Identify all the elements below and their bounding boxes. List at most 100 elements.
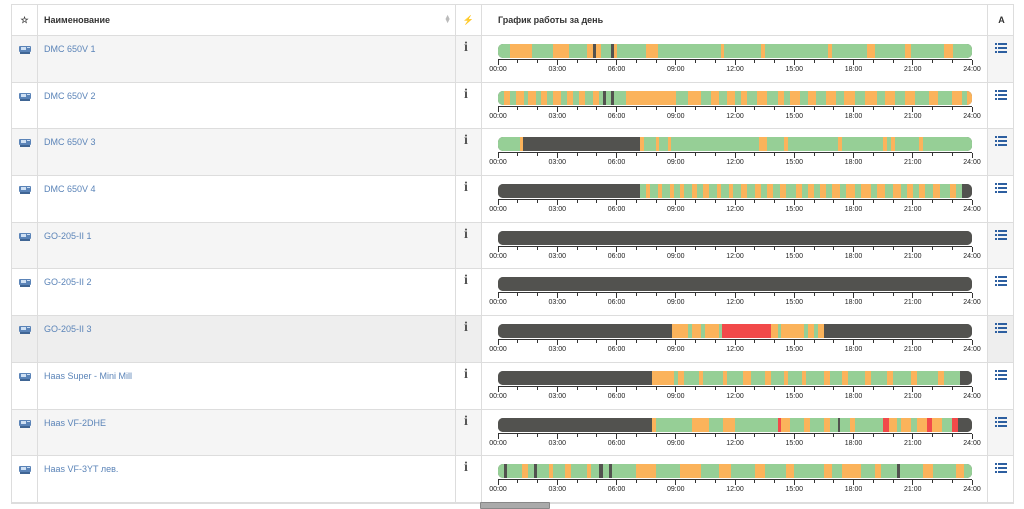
schedule-segment xyxy=(837,417,840,432)
schedule-segment xyxy=(772,184,781,199)
machine-name-link[interactable]: DMC 650V 1 xyxy=(44,44,96,54)
axis-tick xyxy=(695,386,696,390)
schedule-segment xyxy=(598,90,603,105)
axis-tick xyxy=(951,293,953,297)
work-schedule-bar[interactable] xyxy=(498,417,972,432)
machine-name-link[interactable]: Haas VF-2DHE xyxy=(44,417,107,428)
machine-name-link[interactable]: GO-205-II 2 xyxy=(44,277,92,288)
axis-tick xyxy=(596,246,598,250)
work-schedule-bar[interactable] xyxy=(498,184,972,199)
machine-name-link[interactable]: DMC 650V 2 xyxy=(44,90,96,101)
axis-tick xyxy=(853,433,854,439)
work-schedule-bar[interactable] xyxy=(498,230,972,245)
schedule-segment xyxy=(719,464,732,479)
favorite-header-star-icon[interactable]: ☆ xyxy=(12,5,38,35)
name-cell: DMC 650V 3 xyxy=(38,129,456,176)
info-icon[interactable]: i xyxy=(464,460,468,476)
schedule-segment xyxy=(885,184,894,199)
list-icon[interactable] xyxy=(995,323,1007,334)
list-icon[interactable] xyxy=(995,416,1007,427)
axis-tick xyxy=(774,200,775,204)
time-label: 12:00 xyxy=(726,206,744,214)
axis-tick xyxy=(635,200,637,204)
list-icon[interactable] xyxy=(995,463,1007,474)
schedule-segment xyxy=(770,324,779,339)
axis-tick xyxy=(556,60,558,65)
machine-icon xyxy=(19,46,31,54)
schedule-segment xyxy=(912,184,919,199)
time-label: 24:00 xyxy=(963,299,981,307)
name-column-header[interactable]: Наименование ▲ ▼ xyxy=(38,5,456,35)
schedule-segment xyxy=(498,370,653,385)
schedule-segment xyxy=(931,417,943,432)
list-icon[interactable] xyxy=(995,276,1007,287)
axis-tick xyxy=(635,480,637,484)
info-icon[interactable]: i xyxy=(464,366,468,382)
list-icon[interactable] xyxy=(995,229,1007,240)
axis-tick xyxy=(616,153,617,159)
list-icon[interactable] xyxy=(995,89,1007,100)
schedule-segment xyxy=(849,417,856,432)
schedule-segment xyxy=(652,417,657,432)
schedule-segment xyxy=(967,90,972,105)
machine-name-link[interactable]: DMC 650V 4 xyxy=(44,184,96,195)
machine-name-link[interactable]: GO-205-II 1 xyxy=(44,230,92,241)
schedule-segment xyxy=(804,324,809,339)
work-schedule-bar[interactable] xyxy=(498,44,972,58)
schedule-segment xyxy=(691,184,698,199)
info-icon[interactable]: i xyxy=(464,40,468,55)
axis-tick xyxy=(596,293,598,297)
axis-tick xyxy=(813,60,815,63)
axis-tick xyxy=(497,153,499,159)
work-schedule-bar[interactable] xyxy=(498,277,972,292)
machine-icon xyxy=(19,419,31,428)
info-icon[interactable]: i xyxy=(464,273,468,289)
machine-cell xyxy=(12,176,38,222)
info-icon[interactable]: i xyxy=(464,320,468,336)
schedule-segment xyxy=(952,90,963,105)
machine-name-link[interactable]: DMC 650V 3 xyxy=(44,137,96,148)
schedule-segment xyxy=(701,90,712,105)
machine-name-link[interactable]: Haas Super - Mini Mill xyxy=(44,370,133,381)
schedule-segment xyxy=(719,90,728,105)
work-schedule-bar[interactable] xyxy=(498,137,972,152)
schedule-segment xyxy=(958,417,972,432)
work-schedule-bar[interactable] xyxy=(498,324,972,339)
schedule-segment xyxy=(592,90,600,105)
time-label: 21:00 xyxy=(903,299,922,307)
time-label: 15:00 xyxy=(785,112,804,120)
info-icon[interactable]: i xyxy=(464,413,468,429)
machine-name-link[interactable]: GO-205-II 3 xyxy=(44,324,92,335)
time-label: 18:00 xyxy=(844,112,863,120)
time-label: 06:00 xyxy=(607,392,626,400)
info-icon[interactable]: i xyxy=(464,180,468,196)
list-icon[interactable] xyxy=(995,136,1007,147)
axis-tick xyxy=(556,200,558,206)
lightning-icon[interactable]: ⚡ xyxy=(456,5,482,35)
name-cell: DMC 650V 4 xyxy=(38,176,456,222)
list-icon[interactable] xyxy=(995,369,1007,380)
axis-tick xyxy=(576,60,578,63)
work-schedule-bar[interactable] xyxy=(498,370,972,385)
time-label: 09:00 xyxy=(666,159,685,167)
time-label: 03:00 xyxy=(548,346,567,354)
axis-tick xyxy=(497,106,499,112)
schedule-segment xyxy=(669,184,675,199)
machine-cell xyxy=(12,129,38,176)
info-icon[interactable]: i xyxy=(464,86,468,102)
machine-name-link[interactable]: Haas VF-3YT лев. xyxy=(44,464,119,475)
list-icon[interactable] xyxy=(995,183,1007,194)
schedule-cell: 00:00 03:00 06:00 09:00 12:00 15:00 18:00 21:00… xyxy=(482,222,988,269)
work-schedule-bar[interactable] xyxy=(498,90,972,105)
road-icon[interactable]: A xyxy=(998,15,1005,25)
info-icon[interactable]: i xyxy=(464,133,468,149)
list-icon[interactable] xyxy=(995,43,1007,53)
schedule-segment xyxy=(656,464,680,479)
axis-tick xyxy=(517,293,519,297)
schedule-segment xyxy=(843,90,856,105)
schedule-segment xyxy=(605,90,611,105)
axis-tick xyxy=(675,293,677,299)
work-schedule-bar[interactable] xyxy=(498,464,972,479)
info-icon[interactable]: i xyxy=(464,226,468,242)
schedule-segment xyxy=(896,464,901,479)
